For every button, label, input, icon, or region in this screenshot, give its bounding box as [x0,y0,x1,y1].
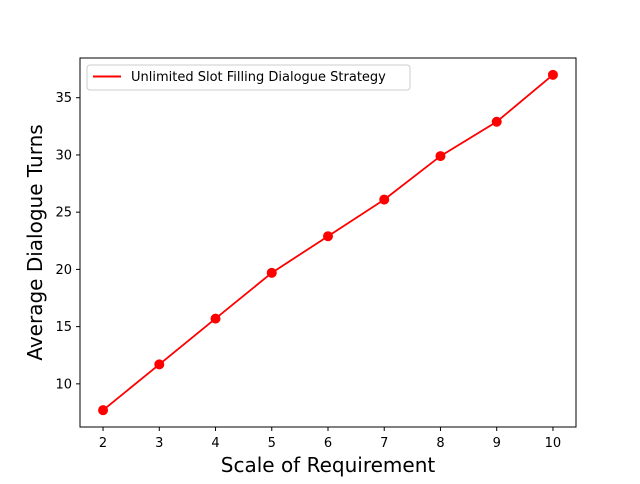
y-tick-label: 20 [55,263,72,278]
data-point [98,405,109,416]
data-point [547,69,558,80]
legend-frame [86,64,411,91]
y-axis-title: Average Dialogue Turns [23,124,47,360]
data-point [210,313,221,324]
x-tick-label: 6 [324,436,332,451]
x-tick-label: 10 [545,436,562,451]
legend: Unlimited Slot Filling Dialogue Strategy [86,64,411,91]
x-tick-label: 5 [268,436,276,451]
data-point [323,231,333,242]
data-point [491,116,502,127]
y-tick-label: 25 [55,206,72,221]
x-axis-title: Scale of Requirement [221,453,436,477]
x-tick-label: 2 [99,436,107,451]
x-tick-label: 3 [155,436,163,451]
x-tick-label: 8 [436,436,444,451]
y-tick-label: 35 [55,91,72,106]
x-axis: 2 3 4 5 6 7 8 9 10 [99,427,561,451]
data-point [379,194,390,205]
x-tick-label: 7 [380,436,388,451]
series-layer [98,69,558,416]
data-point [266,267,277,278]
y-axis: 10 15 20 25 30 35 [55,91,80,392]
x-tick-label: 9 [493,436,501,451]
y-tick-label: 10 [55,377,72,392]
data-point [154,359,165,370]
x-tick-label: 4 [211,436,219,451]
y-tick-label: 15 [55,320,72,335]
data-point [435,151,446,162]
y-tick-label: 30 [55,148,72,163]
legend-label: Unlimited Slot Filling Dialogue Strategy [131,70,386,85]
